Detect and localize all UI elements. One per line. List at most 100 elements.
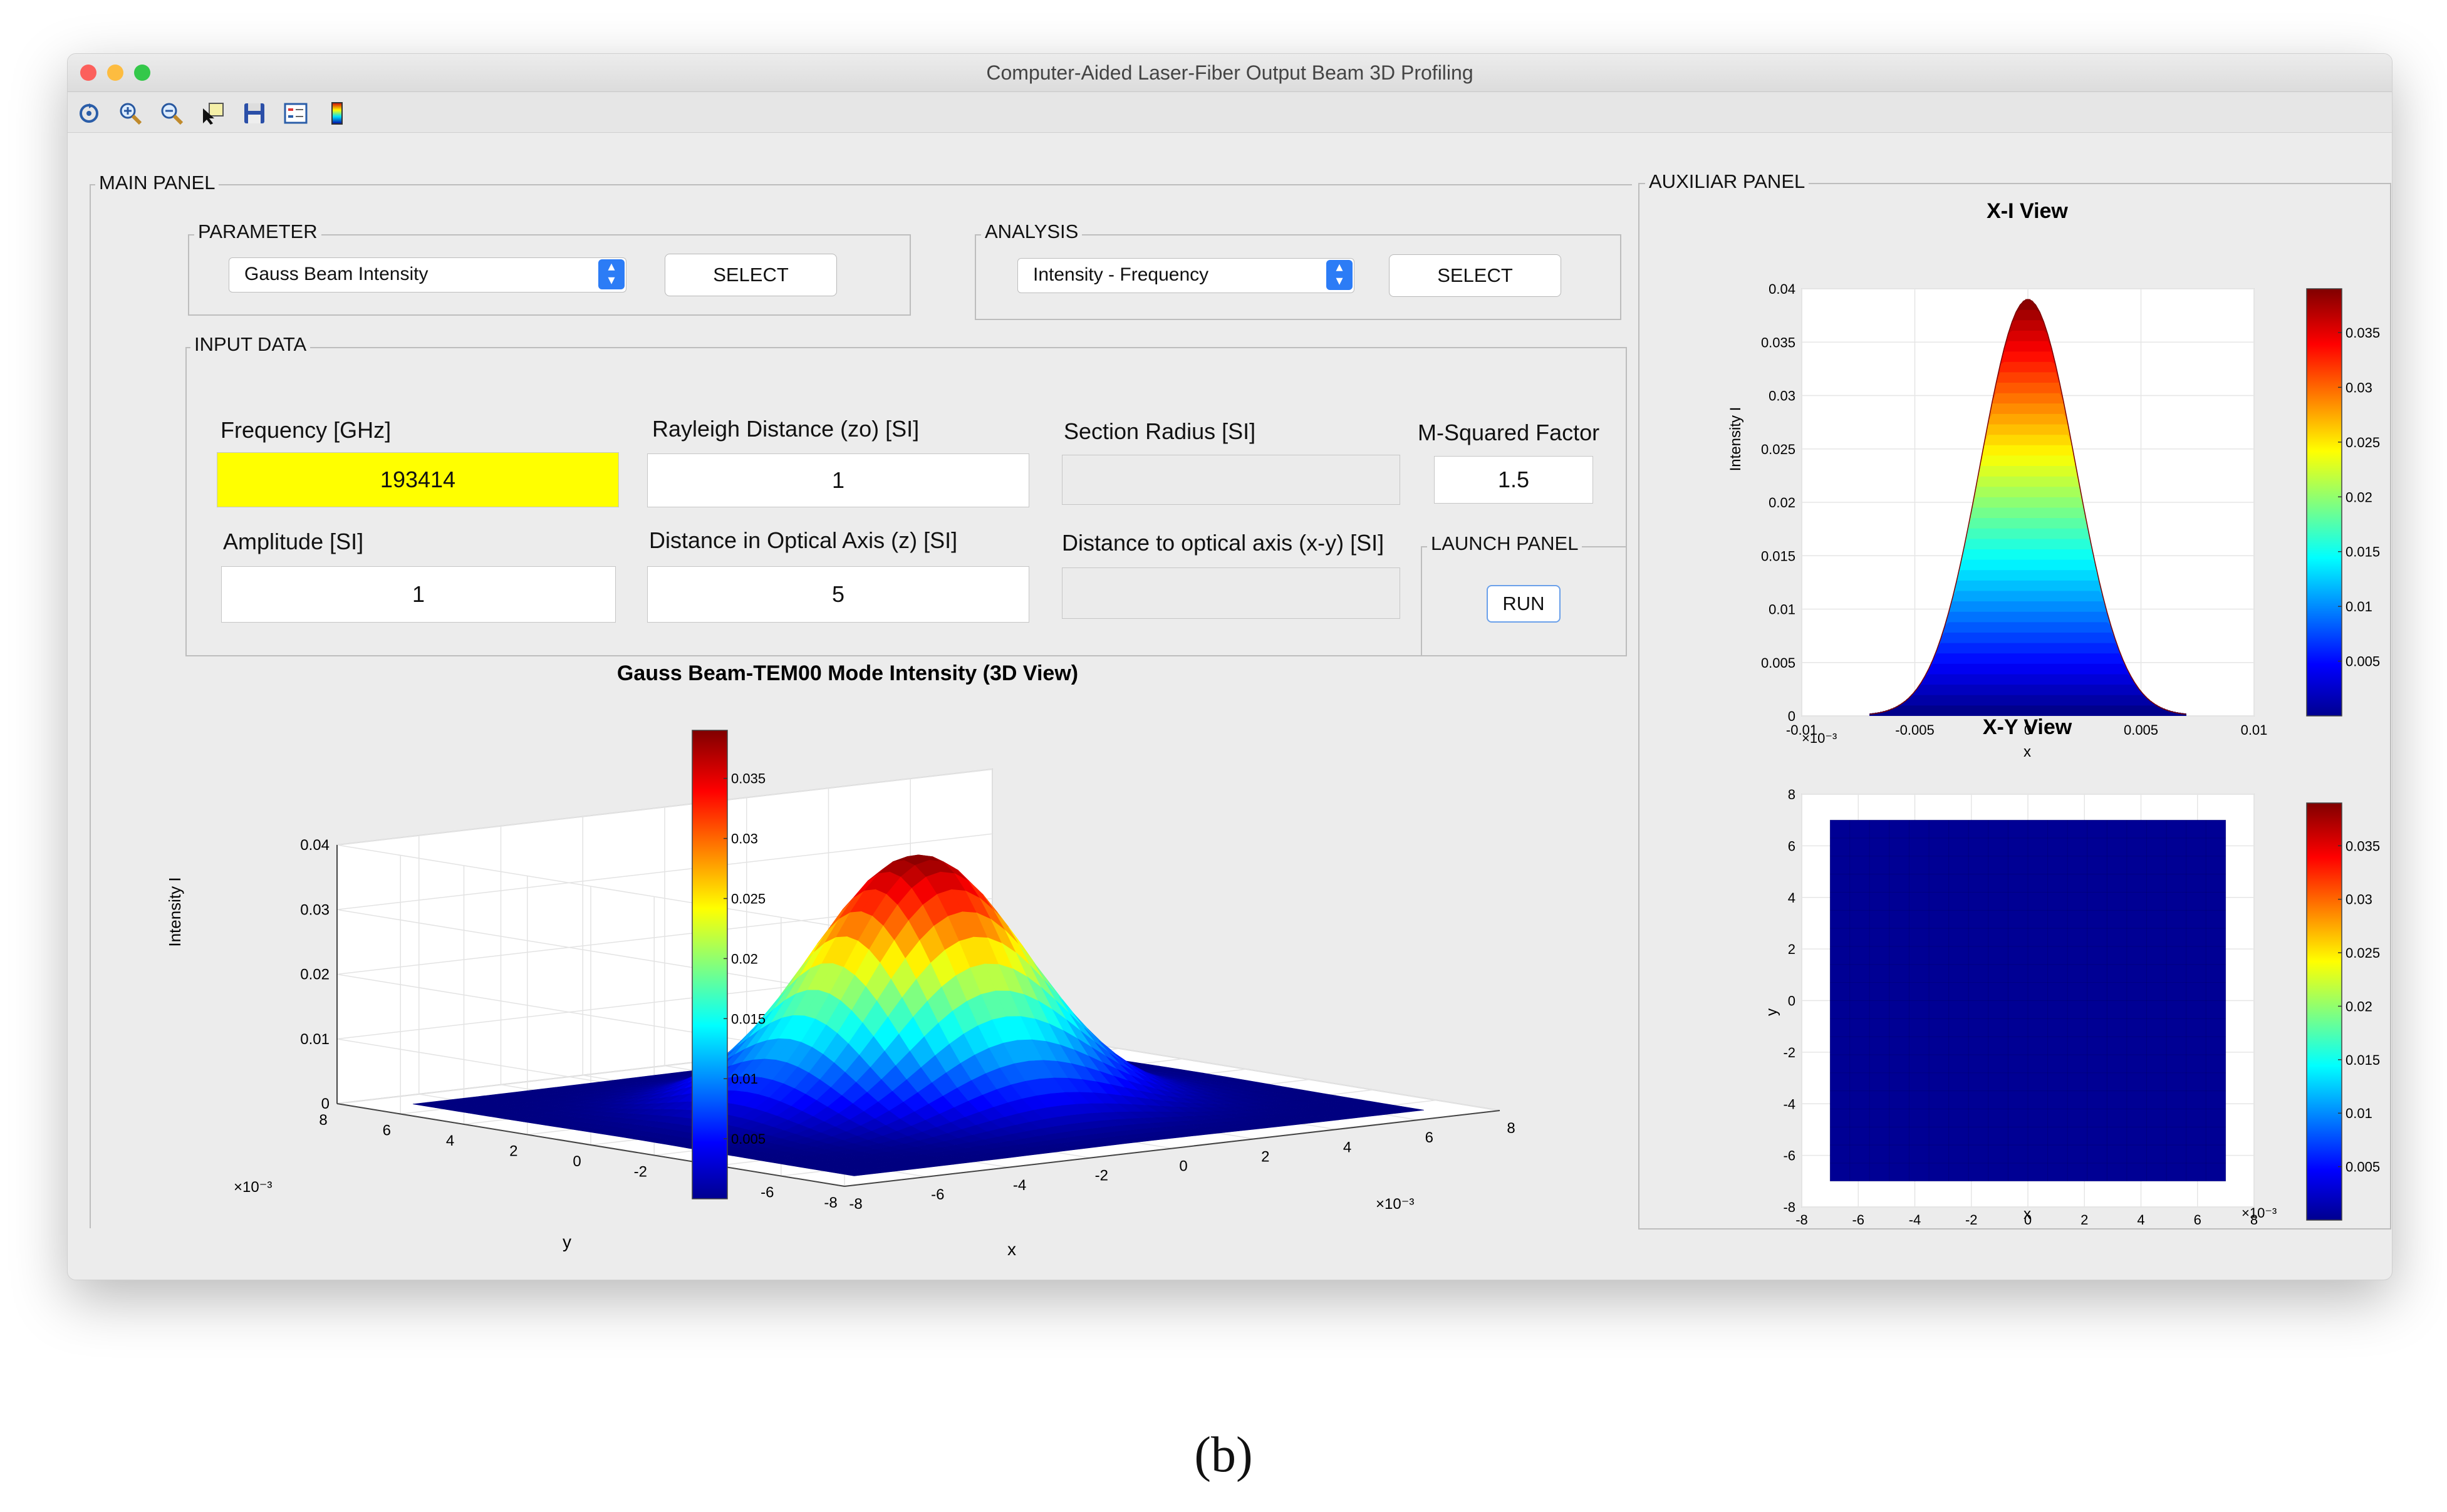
xy-view-ylabel: y (1764, 1008, 1780, 1016)
y-tick-label: 8 (319, 1112, 327, 1129)
run-button[interactable]: RUN (1487, 585, 1561, 623)
frequency-label: Frequency [GHz] (221, 417, 392, 443)
y-tick-label: 0 (1788, 993, 1795, 1009)
section-radius-input[interactable] (1062, 455, 1400, 505)
y-tick-label: 2 (1788, 941, 1795, 957)
colorbar-tick-label: 0.01 (731, 1071, 758, 1087)
analysis-select-button[interactable]: SELECT (1389, 254, 1561, 297)
y-tick-label: 8 (1788, 787, 1795, 802)
intensity-ring (1858, 849, 2198, 1152)
colorbar-tick-label: 0.01 (2346, 1106, 2372, 1121)
surface-3d-title: Gauss Beam-TEM00 Mode Intensity (3D View… (617, 661, 1078, 685)
input-data-group (185, 347, 1627, 656)
colorbar-tick-label: 0.025 (2346, 945, 2380, 961)
surface-3d-x-exponent: ×10⁻³ (1376, 1196, 1414, 1213)
parameter-select-button[interactable]: SELECT (665, 254, 837, 296)
distance-xy-label: Distance to optical axis (x-y) [SI] (1062, 530, 1385, 556)
x-tick-label: -2 (1095, 1168, 1108, 1184)
y-tick-label: 0.035 (1761, 334, 1795, 350)
z-tick-label: 0.02 (300, 966, 330, 983)
colorbar-tick-label: 0.025 (731, 891, 766, 907)
parameter-group (188, 234, 911, 316)
surface-3d-zlabel: Intensity I (165, 877, 184, 946)
launch-panel-title: LAUNCH PANEL (1427, 532, 1582, 555)
rayleigh-distance-label: Rayleigh Distance (zo) [SI] (652, 416, 920, 442)
colorbar-tick-label: 0.02 (731, 951, 758, 966)
y-axis-line (336, 1103, 845, 1187)
x-axis-line (844, 1110, 1500, 1187)
x-tick-label: 8 (2250, 1212, 2258, 1228)
m-squared-input[interactable]: 1.5 (1434, 456, 1593, 504)
colorbar-icon[interactable] (325, 101, 350, 126)
x-tick-label: -6 (1852, 1212, 1864, 1228)
x-tick-label: 0.01 (2241, 722, 2268, 738)
colorbar (2306, 802, 2342, 1221)
zoom-out-icon[interactable] (159, 101, 184, 126)
rayleigh-distance-input[interactable]: 1 (647, 453, 1029, 507)
xi-view-title: X-I View (1987, 199, 2068, 223)
colorbar-tick-label: 0.03 (2346, 380, 2372, 395)
y-tick-label: 0.04 (1769, 281, 1795, 297)
app-window: Computer-Aided Laser-Fiber Output Beam 3… (67, 53, 2392, 1280)
x-tick-label: 0 (2024, 1212, 2032, 1228)
y-tick-label: -2 (634, 1164, 647, 1181)
auxiliar-panel (1638, 183, 2391, 1230)
y-tick-label: 2 (509, 1143, 517, 1160)
amplitude-input[interactable]: 1 (221, 566, 616, 623)
distance-z-input[interactable]: 5 (647, 566, 1029, 623)
colorbar-tick-label: 0.03 (2346, 892, 2372, 908)
minimize-window-button[interactable] (107, 65, 123, 81)
parameter-dropdown[interactable]: Gauss Beam Intensity ▴ ▾ (229, 257, 626, 293)
colorbar-tick-label: 0.035 (2346, 325, 2380, 341)
input-data-group-title: INPUT DATA (190, 333, 311, 356)
y-tick-label: 0 (573, 1153, 581, 1170)
main-panel-title: MAIN PANEL (95, 172, 219, 194)
window-title: Computer-Aided Laser-Fiber Output Beam 3… (986, 61, 1473, 84)
x-tick-label: 6 (2194, 1212, 2201, 1228)
xi-view-ylabel: Intensity I (1727, 407, 1744, 472)
z-tick-label: 0 (321, 1095, 330, 1112)
frequency-input[interactable]: 193414 (217, 452, 619, 507)
dropdown-arrows-icon: ▴ ▾ (598, 259, 625, 289)
x-tick-label: 0 (1179, 1158, 1187, 1175)
colorbar-tick-label: 0.035 (2346, 838, 2380, 854)
parameter-group-title: PARAMETER (194, 220, 321, 243)
zoom-window-button[interactable] (134, 65, 150, 81)
y-tick-label: 0.02 (1769, 495, 1795, 510)
y-tick-label: -2 (1783, 1045, 1795, 1060)
x-tick-label: -4 (1909, 1212, 1921, 1228)
y-tick-label: 0.015 (1761, 548, 1795, 564)
colorbar-tick-label: 0.015 (2346, 544, 2380, 560)
x-tick-label: 2 (2081, 1212, 2088, 1228)
y-tick-label: 4 (1788, 890, 1795, 906)
auxiliar-panel-title: AUXILIAR PANEL (1645, 170, 1809, 193)
analysis-group-title: ANALYSIS (981, 220, 1083, 243)
rotate-icon[interactable] (76, 101, 101, 126)
colorbar (692, 730, 728, 1199)
colorbar-tick-label: 0.02 (2346, 489, 2372, 505)
analysis-dropdown-value: Intensity - Frequency (1033, 264, 1209, 285)
analysis-dropdown[interactable]: Intensity - Frequency ▴ ▾ (1017, 258, 1354, 293)
x-tick-label: -8 (849, 1196, 862, 1213)
z-tick-label: 0.01 (300, 1031, 330, 1048)
y-tick-label: 0.03 (1769, 388, 1795, 404)
y-tick-label: 6 (383, 1122, 391, 1139)
z-tick-label: 0.03 (300, 901, 330, 918)
xy-view-xlabel: x (2024, 1206, 2031, 1223)
section-radius-label: Section Radius [SI] (1064, 418, 1256, 444)
figure-caption: (b) (1194, 1427, 1253, 1483)
surface-3d-ylabel: y (563, 1232, 571, 1251)
legend-icon[interactable] (283, 101, 308, 126)
y-tick-label: -6 (1783, 1148, 1795, 1164)
surface-3d-chart: Gauss Beam-TEM00 Mode Intensity (3D View… (165, 661, 1515, 1259)
distance-xy-input[interactable] (1062, 567, 1400, 619)
x-tick-label: 8 (1507, 1120, 1515, 1137)
save-icon[interactable] (242, 101, 267, 126)
close-window-button[interactable] (80, 65, 96, 81)
xy-view-chart: X-Y View y x ×10⁻³ ×10⁻³ -8 -6 -4 -2 0 2 4 6 8 -8… (1764, 715, 2380, 1228)
y-tick-label: -8 (1783, 1199, 1795, 1215)
data-cursor-icon[interactable] (200, 101, 226, 126)
y-tick-label: 0.025 (1761, 442, 1795, 457)
colorbar-tick-label: 0.02 (2346, 998, 2372, 1014)
zoom-in-icon[interactable] (118, 101, 143, 126)
